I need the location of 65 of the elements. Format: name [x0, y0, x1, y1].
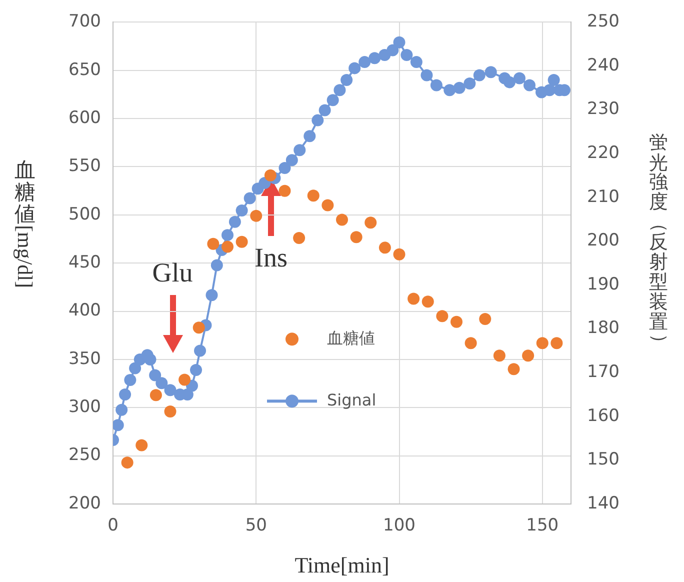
y2-tick-label: 230	[587, 99, 620, 120]
y-tick-label: 250	[68, 445, 101, 466]
point	[479, 312, 492, 325]
y2-tick-label: 140	[587, 493, 620, 514]
y-tick-label: 550	[68, 156, 101, 176]
x-tick-label: 0	[108, 516, 118, 536]
x-tick-label: 150	[526, 516, 559, 536]
point	[293, 232, 306, 244]
y-tick-label: 700	[68, 12, 101, 32]
point	[450, 316, 462, 328]
point	[322, 199, 334, 212]
y2-tick-label: 180	[587, 318, 620, 338]
point	[207, 238, 220, 250]
x-tick-label: 100	[383, 516, 416, 536]
point	[222, 240, 234, 253]
point	[150, 389, 162, 402]
y-tick-label: 650	[68, 60, 101, 80]
point	[508, 363, 520, 376]
point	[121, 456, 134, 469]
point	[236, 236, 248, 248]
text: 蛍光強度（反射型装置）	[648, 132, 670, 352]
y-tick-label: 300	[68, 397, 101, 418]
y-tick-label: 450	[68, 252, 101, 273]
y2-tick-label: 210	[587, 186, 620, 207]
point	[464, 337, 477, 350]
y2-tick-label: 160	[587, 406, 620, 426]
point	[493, 350, 506, 362]
x-axis-title: Time[min]	[294, 552, 390, 578]
y-tick-label: 500	[68, 204, 101, 224]
y2-tick-label: 200	[587, 230, 620, 251]
point	[250, 210, 262, 222]
point	[336, 214, 348, 226]
point	[264, 169, 276, 182]
point	[350, 231, 362, 244]
point	[178, 374, 191, 386]
point	[408, 292, 420, 305]
y-tick-label: 350	[68, 348, 101, 369]
y-tick-label: 200	[68, 493, 101, 514]
y2-tick-label: 240	[587, 55, 620, 76]
point	[436, 310, 448, 322]
legend-label: 血糖値	[327, 328, 375, 348]
point	[192, 322, 205, 334]
x-tick-label: 50	[245, 516, 267, 536]
legend-label: Signal	[327, 390, 376, 410]
point	[307, 190, 320, 202]
point	[278, 184, 291, 197]
point	[378, 242, 391, 254]
annotation: Glu	[152, 257, 193, 288]
y2-tick-label: 250	[587, 12, 620, 32]
point	[422, 296, 434, 308]
point	[536, 337, 548, 350]
y2-tick-label: 220	[587, 143, 620, 164]
point	[393, 248, 406, 260]
point	[164, 405, 176, 418]
point	[550, 337, 563, 350]
y2-tick-label: 170	[587, 362, 620, 382]
y-tick-label: 400	[68, 300, 101, 321]
point	[522, 350, 534, 362]
y-tick-label: 600	[68, 108, 101, 128]
y2-tick-label: 190	[587, 274, 620, 294]
point	[364, 216, 377, 229]
y-axis-title: 血糖値[mg/dl]	[13, 158, 38, 288]
point	[136, 439, 148, 452]
annotation: Ins	[254, 242, 288, 274]
y2-tick-label: 150	[587, 450, 620, 470]
